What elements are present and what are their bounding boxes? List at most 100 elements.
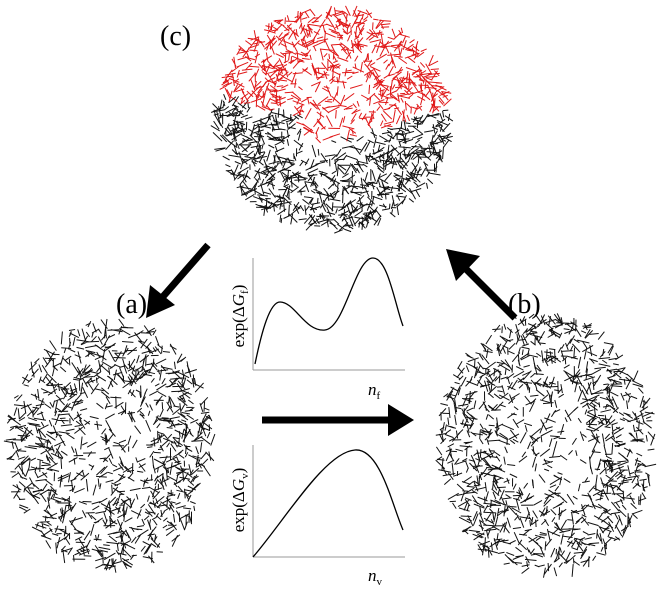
needle [122,342,133,343]
needle [41,493,47,502]
needle [432,127,438,130]
needle [274,70,285,71]
needle [579,386,581,391]
needle [407,115,410,121]
needle [353,104,357,108]
needle [376,32,382,33]
needle [495,325,500,332]
needle [458,430,463,435]
needle [66,429,75,431]
needle [353,6,357,16]
needle [421,95,424,105]
needle [606,469,607,474]
needle [88,451,92,456]
needle [308,169,319,174]
needle [382,209,389,210]
needle [109,458,112,464]
needle [72,447,75,453]
needle [179,450,184,454]
needle [555,349,556,361]
needle [354,147,360,155]
needle [544,469,549,471]
needle [503,498,512,499]
needle [39,365,42,373]
cluster-a [4,319,215,573]
needle [607,517,613,524]
needle [386,46,389,53]
needle [588,410,593,412]
needle [448,418,449,425]
needle [112,464,117,467]
needle [455,415,457,425]
needle [631,503,637,509]
needle [127,532,131,540]
needle [146,420,151,432]
needle [334,81,347,82]
needle [46,455,50,464]
needle [644,400,645,410]
needle [232,96,238,106]
needle [504,563,510,564]
needle [474,401,476,410]
needle [148,411,150,416]
needle [436,162,437,173]
needle [536,353,541,356]
needle [96,467,105,475]
needle [59,435,65,446]
needle [494,452,500,456]
needle [480,439,483,444]
needle [128,473,133,479]
needle [357,101,359,106]
needle [90,417,99,419]
needle [146,403,149,408]
needle [618,462,629,466]
needle [524,496,534,501]
needle [450,454,454,461]
needle [75,537,82,541]
needle [350,135,357,137]
needle [424,161,429,173]
needle [321,49,333,50]
needle [342,181,351,182]
needle [158,432,164,434]
needle [278,108,279,118]
needle [200,442,201,452]
needle [169,417,179,419]
needle [344,93,354,100]
needle [578,391,582,402]
needle [516,547,522,552]
needle [589,334,598,335]
needle [455,382,460,383]
needle [305,108,311,119]
needle [353,67,364,72]
needle [182,413,190,415]
needle [60,400,65,405]
needle [201,412,209,413]
needle [237,144,239,150]
needle [249,73,256,81]
needle [597,529,598,538]
needle [527,561,528,567]
needle [559,563,562,568]
needle [38,400,44,403]
needle [50,341,57,351]
needle [567,494,574,504]
needle [141,333,151,334]
needle [558,347,561,353]
needle [517,420,525,424]
needle [179,454,185,458]
needle [296,151,302,154]
needle [35,472,38,478]
needle [128,436,131,445]
needle [520,518,524,528]
needle [507,465,515,466]
needle [591,390,602,395]
needle [582,481,590,482]
needle [414,105,418,115]
needle [401,48,403,55]
needle [615,513,618,519]
needle [582,434,586,437]
needle [601,547,603,552]
needle [386,194,387,199]
needle [336,209,338,214]
